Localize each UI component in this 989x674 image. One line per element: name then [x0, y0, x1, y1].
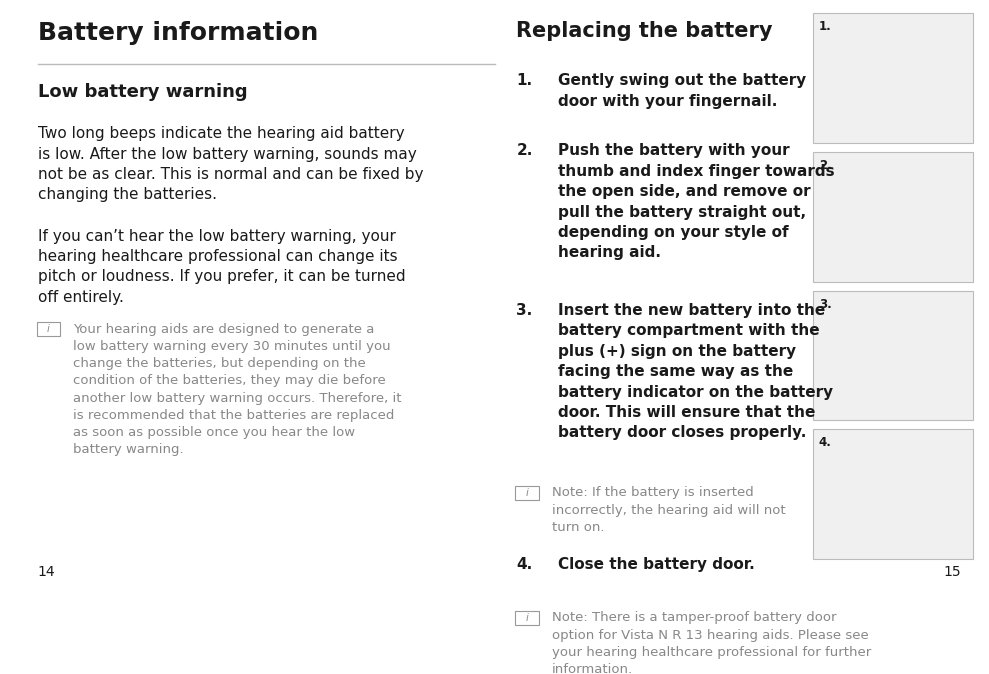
Text: Note: If the battery is inserted
incorrectly, the hearing aid will not
turn on.: Note: If the battery is inserted incorre…	[552, 487, 785, 534]
Text: 1.: 1.	[819, 20, 832, 33]
Text: 4.: 4.	[819, 437, 832, 450]
Text: Gently swing out the battery
door with your fingernail.: Gently swing out the battery door with y…	[558, 73, 806, 109]
Text: 2.: 2.	[516, 144, 533, 158]
FancyBboxPatch shape	[37, 322, 60, 336]
Text: Push the battery with your
thumb and index finger towards
the open side, and rem: Push the battery with your thumb and ind…	[558, 144, 835, 260]
Text: 15: 15	[944, 565, 961, 579]
Text: Note: There is a tamper-proof battery door
option for Vista N R 13 hearing aids.: Note: There is a tamper-proof battery do…	[552, 611, 871, 674]
Text: Close the battery door.: Close the battery door.	[558, 557, 755, 572]
Text: Your hearing aids are designed to generate a
low battery warning every 30 minute: Your hearing aids are designed to genera…	[73, 323, 402, 456]
FancyBboxPatch shape	[813, 429, 973, 559]
FancyBboxPatch shape	[515, 486, 539, 500]
Text: 4.: 4.	[516, 557, 532, 572]
FancyBboxPatch shape	[813, 290, 973, 421]
Text: Low battery warning: Low battery warning	[38, 84, 247, 101]
Text: Replacing the battery: Replacing the battery	[516, 21, 772, 41]
Text: Two long beeps indicate the hearing aid battery
is low. After the low battery wa: Two long beeps indicate the hearing aid …	[38, 126, 423, 202]
Text: i: i	[526, 488, 528, 498]
Text: If you can’t hear the low battery warning, your
hearing healthcare professional : If you can’t hear the low battery warnin…	[38, 228, 405, 305]
Text: Battery information: Battery information	[38, 21, 317, 45]
FancyBboxPatch shape	[515, 611, 539, 625]
Text: 3.: 3.	[516, 303, 532, 318]
Text: 3.: 3.	[819, 298, 832, 311]
FancyBboxPatch shape	[813, 152, 973, 282]
Text: Insert the new battery into the
battery compartment with the
plus (+) sign on th: Insert the new battery into the battery …	[558, 303, 833, 440]
Text: 2.: 2.	[819, 159, 832, 172]
Text: 14: 14	[38, 565, 55, 579]
Text: i: i	[526, 613, 528, 623]
Text: i: i	[47, 324, 49, 334]
FancyBboxPatch shape	[813, 13, 973, 143]
Text: 1.: 1.	[516, 73, 532, 88]
